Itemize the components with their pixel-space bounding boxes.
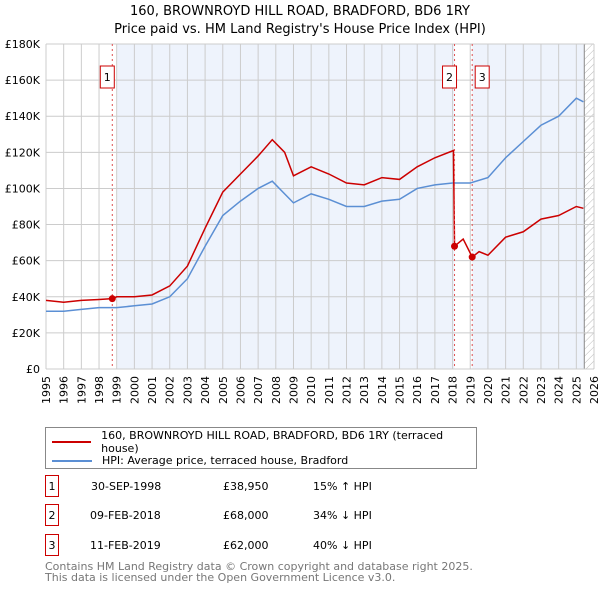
property-price-line bbox=[45, 138, 584, 303]
y-tick-label: £180K bbox=[5, 38, 41, 51]
y-tick-label: £140K bbox=[5, 110, 41, 123]
sale-price: £62,000 bbox=[223, 538, 269, 552]
y-tick-label: £20K bbox=[12, 327, 41, 340]
x-tick-label: 2006 bbox=[234, 376, 247, 404]
x-tick-label: 1996 bbox=[58, 376, 71, 404]
sale-date: 09-FEB-2018 bbox=[90, 508, 161, 522]
x-tick-label: 2018 bbox=[447, 376, 460, 404]
x-tick-label: 2007 bbox=[252, 376, 265, 404]
legend-label: HPI: Average price, terraced house, Brad… bbox=[102, 454, 349, 467]
sale-row: 1 30-SEP-1998 £38,950 15% ↑ HPI bbox=[45, 475, 372, 497]
x-tick-label: 2012 bbox=[341, 376, 354, 404]
x-tick-label: 2025 bbox=[570, 376, 583, 404]
sale-hpi: 15% ↑ HPI bbox=[313, 479, 372, 493]
hpi-line bbox=[46, 97, 584, 312]
legend: 160, BROWNROYD HILL ROAD, BRADFORD, BD6 … bbox=[45, 427, 477, 469]
footer-licence: This data is licensed under the Open Gov… bbox=[45, 571, 396, 584]
legend-swatch bbox=[52, 440, 92, 443]
x-tick-label: 1995 bbox=[40, 376, 53, 404]
sale-date: 30-SEP-1998 bbox=[91, 479, 162, 493]
y-tick-label: £60K bbox=[12, 255, 41, 268]
footer-copyright: Contains HM Land Registry data © Crown c… bbox=[45, 560, 473, 573]
x-tick-label: 2021 bbox=[500, 376, 513, 404]
x-tick-label: 2008 bbox=[270, 376, 283, 404]
sale-label-box bbox=[442, 65, 458, 89]
chart-subtitle: Price paid vs. HM Land Registry's House … bbox=[114, 22, 486, 37]
sale-label-box bbox=[99, 65, 115, 89]
x-tick-label: 2022 bbox=[517, 376, 530, 404]
y-tick-label: £160K bbox=[5, 74, 41, 87]
sale-badge: 2 bbox=[45, 504, 59, 526]
x-tick-label: 2004 bbox=[199, 376, 212, 404]
sale-date: 11-FEB-2019 bbox=[90, 538, 161, 552]
x-tick-label: 2002 bbox=[164, 376, 177, 404]
x-tick-label: 2014 bbox=[376, 376, 389, 404]
sale-point bbox=[451, 242, 459, 250]
sale-price: £38,950 bbox=[223, 479, 269, 493]
x-tick-label: 2017 bbox=[429, 376, 442, 404]
sale-badge: 1 bbox=[45, 475, 59, 497]
sale-label: 2 bbox=[446, 71, 453, 84]
shaded-period bbox=[472, 44, 585, 369]
x-tick-label: 1999 bbox=[111, 376, 124, 404]
sale-row: 2 09-FEB-2018 £68,000 34% ↓ HPI bbox=[45, 504, 372, 526]
x-tick-label: 2010 bbox=[305, 376, 318, 404]
x-tick-label: 2023 bbox=[535, 376, 548, 404]
sale-point bbox=[108, 295, 116, 303]
sale-hpi: 40% ↓ HPI bbox=[313, 538, 372, 552]
x-tick-label: 2013 bbox=[358, 376, 371, 404]
x-tick-label: 2016 bbox=[411, 376, 424, 404]
x-tick-label: 2011 bbox=[323, 376, 336, 404]
legend-item-hpi: HPI: Average price, terraced house, Brad… bbox=[46, 451, 476, 470]
sale-hpi: 34% ↓ HPI bbox=[313, 508, 372, 522]
legend-item-property: 160, BROWNROYD HILL ROAD, BRADFORD, BD6 … bbox=[46, 429, 476, 455]
sale-badge: 3 bbox=[45, 534, 59, 556]
x-tick-label: 2015 bbox=[394, 376, 407, 404]
forecast-hatch bbox=[584, 44, 594, 369]
sale-label: 3 bbox=[479, 71, 486, 84]
sale-label: 1 bbox=[104, 71, 111, 84]
y-tick-label: £80K bbox=[12, 219, 41, 232]
legend-label: 160, BROWNROYD HILL ROAD, BRADFORD, BD6 … bbox=[101, 428, 444, 455]
chart-title: 160, BROWNROYD HILL ROAD, BRADFORD, BD6 … bbox=[130, 4, 470, 19]
sale-price: £68,000 bbox=[223, 508, 269, 522]
x-tick-label: 2019 bbox=[464, 376, 477, 404]
price-chart: 1995 1996 1997 1998 1999 2000 2001 2002 2003 2004… bbox=[5, 38, 600, 404]
x-tick-label: 1997 bbox=[75, 376, 88, 404]
x-tick-label: 2000 bbox=[128, 376, 141, 404]
legend-swatch bbox=[52, 459, 92, 462]
x-tick-label: 2005 bbox=[217, 376, 230, 404]
x-tick-label: 1998 bbox=[93, 376, 106, 404]
sale-row: 3 11-FEB-2019 £62,000 40% ↓ HPI bbox=[45, 534, 372, 556]
y-tick-label: £120K bbox=[5, 146, 41, 159]
x-tick-label: 2026 bbox=[588, 376, 600, 404]
x-tick-label: 2009 bbox=[287, 376, 300, 404]
x-tick-label: 2001 bbox=[146, 376, 159, 404]
sale-point bbox=[468, 253, 476, 261]
y-tick-label: £0 bbox=[26, 363, 40, 376]
y-tick-label: £100K bbox=[5, 182, 41, 195]
x-tick-label: 2003 bbox=[181, 376, 194, 404]
y-tick-label: £40K bbox=[12, 291, 41, 304]
sale-label-box bbox=[474, 65, 490, 89]
x-tick-label: 2024 bbox=[553, 376, 566, 404]
x-tick-label: 2020 bbox=[482, 376, 495, 404]
shaded-period bbox=[117, 44, 455, 369]
